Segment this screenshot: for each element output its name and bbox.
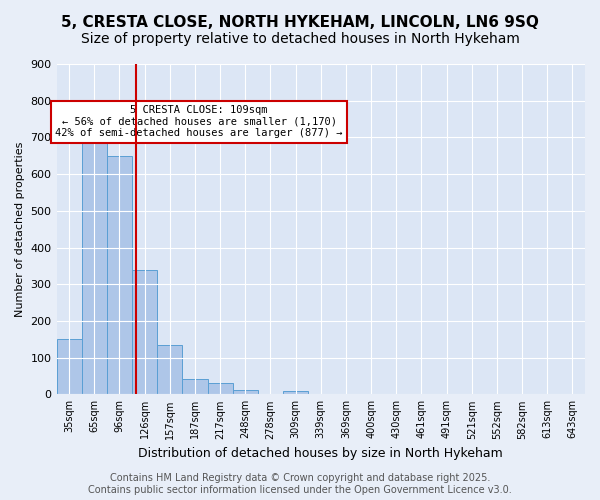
Text: 5 CRESTA CLOSE: 109sqm
← 56% of detached houses are smaller (1,170)
42% of semi-: 5 CRESTA CLOSE: 109sqm ← 56% of detached… (55, 106, 343, 138)
Y-axis label: Number of detached properties: Number of detached properties (15, 142, 25, 317)
Bar (56, 340, 82, 394)
Text: 5, CRESTA CLOSE, NORTH HYKEHAM, LINCOLN, LN6 9SQ: 5, CRESTA CLOSE, NORTH HYKEHAM, LINCOLN,… (61, 15, 539, 30)
Text: Size of property relative to detached houses in North Hykeham: Size of property relative to detached ho… (80, 32, 520, 46)
Bar (283, 392, 308, 394)
Bar (233, 390, 258, 394)
Bar (182, 379, 208, 394)
Bar (157, 346, 182, 395)
Bar (132, 270, 157, 394)
X-axis label: Distribution of detached houses by size in North Hykeham: Distribution of detached houses by size … (139, 447, 503, 460)
Bar (82, 128, 107, 394)
Bar (208, 384, 233, 394)
Text: Contains HM Land Registry data © Crown copyright and database right 2025.
Contai: Contains HM Land Registry data © Crown c… (88, 474, 512, 495)
Bar (107, 156, 132, 394)
